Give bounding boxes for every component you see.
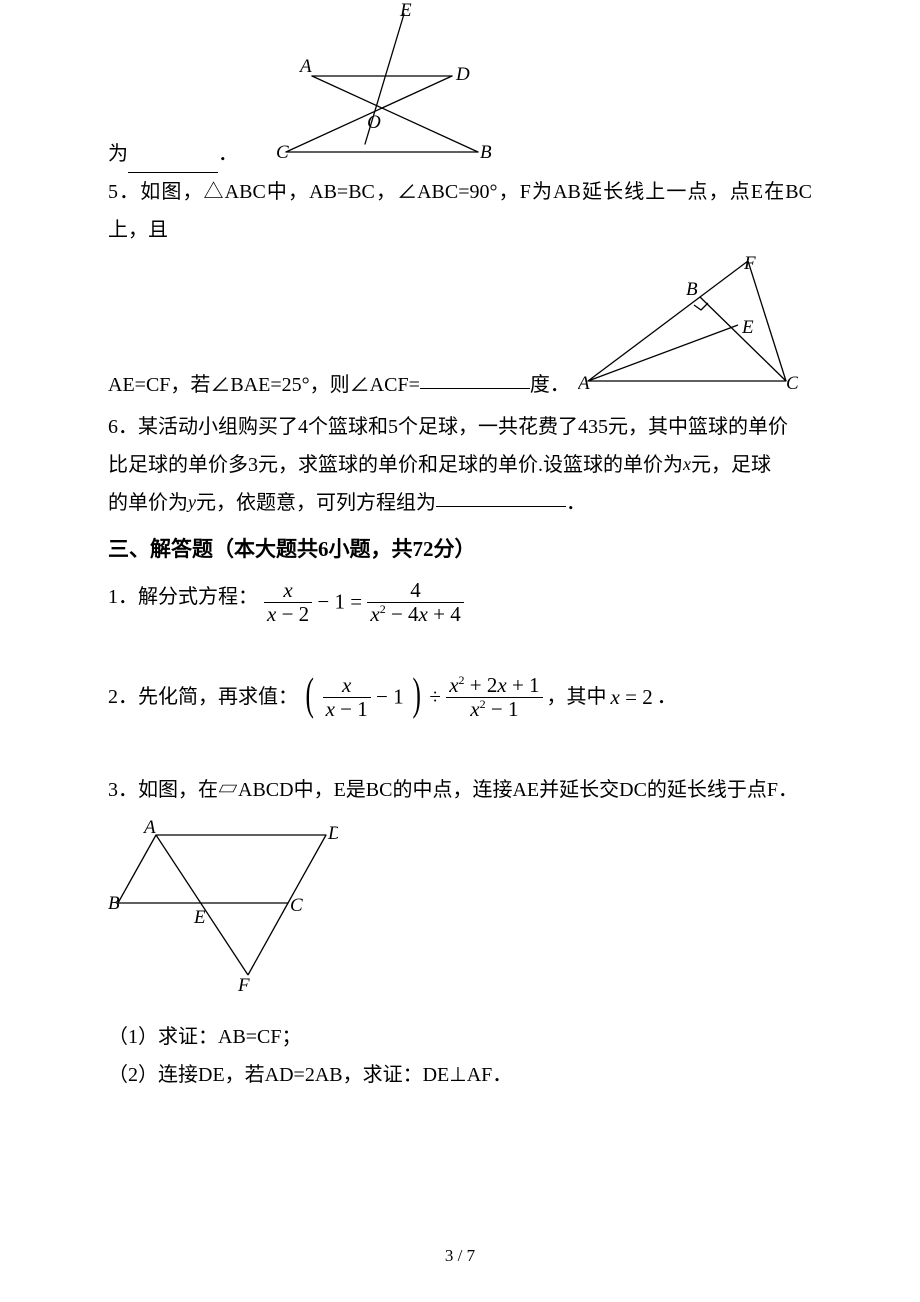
label-O: O — [367, 112, 381, 133]
frac-3: x x − 1 — [323, 674, 371, 721]
label-E: E — [399, 0, 412, 21]
label-A: A — [298, 56, 312, 77]
frac-1: x x − 2 — [264, 579, 312, 626]
q6-line1: 6．某活动小组购买了4个篮球和5个足球，一共花费了435元，其中篮球的单价 — [108, 408, 812, 446]
q6-var-x: x — [683, 454, 691, 474]
s3q2-label: 2．先化简，再求值： — [108, 678, 298, 716]
q4-blank — [128, 153, 218, 173]
s3q2-tail-expr: x = 2 — [611, 678, 653, 718]
q6-blank — [436, 487, 566, 507]
page-number: 3 / 7 — [0, 1240, 920, 1272]
section3-title: 三、解答题（本大题共6小题，共72分） — [108, 530, 812, 570]
q6-var-y: y — [188, 492, 196, 512]
q5-row2: AE=CF，若∠BAE=25°，则∠ACF= 度． F B E A C — [108, 249, 812, 408]
q4-tail-row: 为 ． E A D O C B — [108, 0, 512, 173]
q5-figure: F B E A C — [578, 255, 798, 408]
q4-suffix: ． — [218, 135, 238, 173]
label-F3: F — [237, 975, 250, 995]
s3q2-tail-pre: ，其中 — [547, 678, 607, 716]
q5-line2: AE=CF，若∠BAE=25°，则∠ACF= 度． — [108, 366, 570, 408]
label-E2: E — [741, 317, 754, 338]
label-A2: A — [578, 373, 590, 394]
label-B3: B — [108, 893, 120, 914]
s3q3-figure: A D B E C F — [108, 815, 812, 1008]
label-C3: C — [290, 895, 303, 916]
q6-line2: 比足球的单价多3元，求篮球的单价和足球的单价.设篮球的单价为x元，足球 — [108, 446, 812, 484]
s3q2-tail-post: ． — [657, 678, 677, 716]
label-D3: D — [327, 823, 338, 844]
s3q1-label: 1．解分式方程： — [108, 578, 258, 626]
q4-prefix: 为 — [108, 135, 128, 173]
s3q1-row: 1．解分式方程： x x − 2 − 1 = 4 x2 − 4x + 4 — [108, 578, 812, 626]
s3q3-stem: 3．如图，在▱ABCD中，E是BC的中点，连接AE并延长交DC的延长线于点F． — [108, 771, 812, 809]
q6-l2b: 元，足球 — [691, 454, 771, 476]
s3q1-equation: x x − 2 − 1 = 4 x2 − 4x + 4 — [264, 579, 464, 626]
label-F: F — [743, 255, 756, 274]
s3q3-sub1: （1）求证：AB=CF； — [108, 1018, 812, 1056]
q5-blank — [420, 369, 530, 389]
q5-line2-post: 度． — [530, 374, 570, 396]
label-E3: E — [193, 907, 206, 928]
frac-4: x2 + 2x + 1 x2 − 1 — [446, 674, 542, 721]
label-A3: A — [142, 817, 156, 838]
q6-l2a: 比足球的单价多3元，求篮球的单价和足球的单价.设篮球的单价为 — [108, 454, 683, 476]
q6-tail-mid: 元，依题意，可列方程组为 — [196, 492, 436, 514]
q5-line2-pre: AE=CF，若∠BAE=25°，则∠ACF= — [108, 374, 420, 396]
q5-line1: 5．如图，△ABC中，AB=BC，∠ABC=90°，F为AB延长线上一点，点E在… — [108, 173, 812, 249]
s3q2-row: 2．先化简，再求值： ( x x − 1 − 1 ) ÷ x2 + 2x + 1… — [108, 674, 812, 721]
label-C2: C — [786, 373, 798, 394]
label-B: B — [686, 279, 698, 300]
label-D: D — [455, 64, 470, 85]
q4-figure: E A D O C B — [252, 0, 512, 173]
frac-2: 4 x2 − 4x + 4 — [367, 579, 463, 626]
label-B: B — [480, 142, 492, 160]
q6-tail-pre: 的单价为 — [108, 492, 188, 514]
q6-tail-suffix: ． — [566, 492, 586, 514]
q6-line3: 的单价为y元，依题意，可列方程组为 ． — [108, 484, 812, 522]
s3q3-sub2: （2）连接DE，若AD=2AB，求证：DE⊥AF． — [108, 1056, 812, 1094]
label-C: C — [276, 142, 289, 160]
s3q2-equation: ( x x − 1 − 1 ) ÷ x2 + 2x + 1 x2 − 1 — [302, 674, 543, 721]
